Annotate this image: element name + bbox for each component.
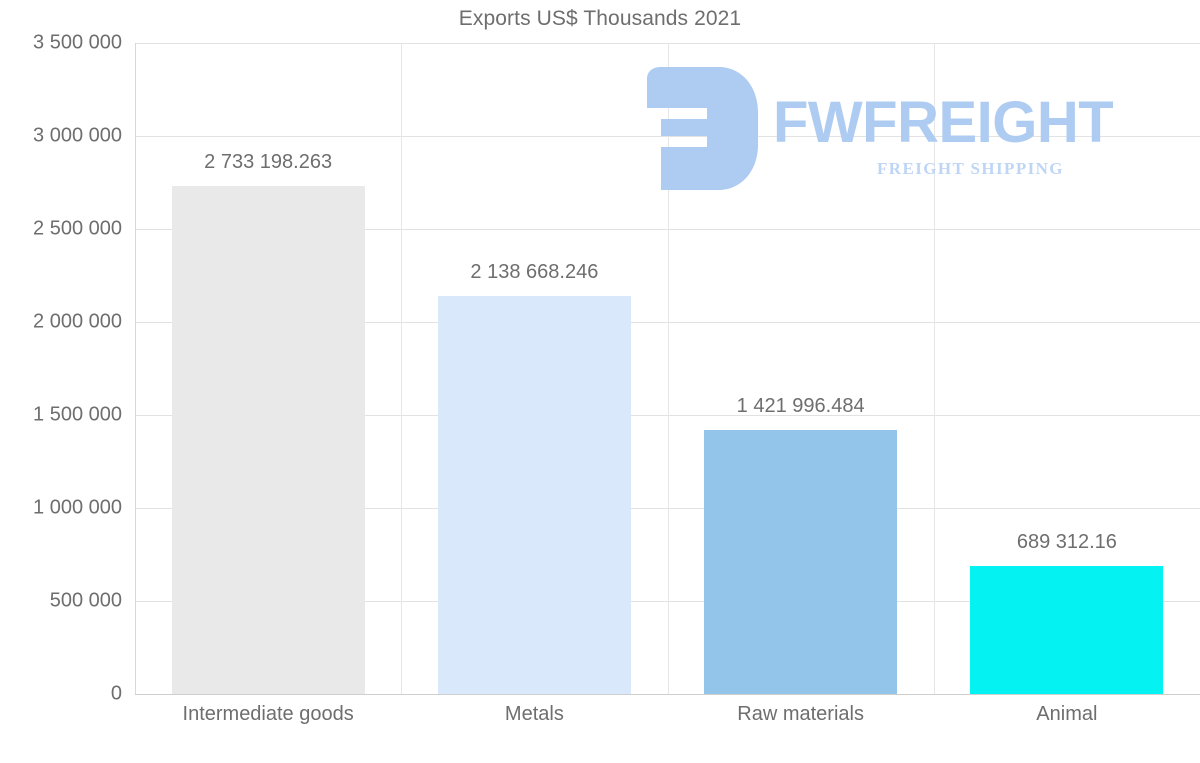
category-divider: [668, 43, 669, 694]
bar[interactable]: [171, 185, 365, 694]
bar-value-label: 1 421 996.484: [736, 394, 865, 417]
category-divider: [401, 43, 402, 694]
x-category-label: Animal: [1036, 703, 1098, 725]
y-tick-label: 500 000: [49, 589, 122, 612]
gridline: [135, 229, 1200, 230]
x-category-label: Metals: [504, 703, 564, 725]
bar-value-label: 2 138 668.246: [470, 261, 599, 284]
y-tick-label: 3 500 000: [33, 31, 122, 54]
plot-area: [135, 43, 1200, 695]
bar[interactable]: [437, 296, 631, 694]
gridline: [135, 43, 1200, 44]
y-tick-label: 1 000 000: [33, 496, 122, 519]
bar-value-label: 689 312.16: [1016, 530, 1117, 553]
y-tick-label: 2 500 000: [33, 217, 122, 240]
x-category-label: Intermediate goods: [182, 703, 354, 725]
gridline: [135, 508, 1200, 509]
category-divider: [934, 43, 935, 694]
gridline: [135, 694, 1200, 695]
bar-value-label: 2 733 198.263: [204, 150, 333, 173]
gridline: [135, 415, 1200, 416]
gridline: [135, 601, 1200, 602]
y-tick-label: 1 500 000: [33, 403, 122, 426]
x-category-label: Raw materials: [737, 703, 864, 725]
y-tick-label: 0: [110, 682, 122, 705]
y-tick-label: 2 000 000: [33, 310, 122, 333]
chart-title: Exports US$ Thousands 2021: [458, 7, 742, 30]
gridline: [135, 322, 1200, 323]
y-tick-label: 3 000 000: [33, 124, 122, 147]
y-axis-line: [135, 43, 136, 694]
bar[interactable]: [970, 565, 1164, 694]
bar[interactable]: [704, 429, 898, 694]
